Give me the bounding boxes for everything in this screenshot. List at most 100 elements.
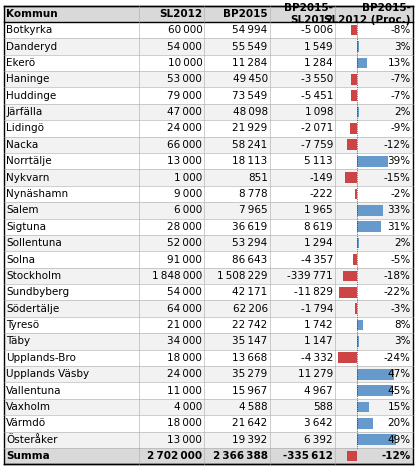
Text: Tyresö: Tyresö xyxy=(6,320,39,330)
Text: -339 771: -339 771 xyxy=(287,271,333,281)
Bar xyxy=(357,385,392,396)
Bar xyxy=(338,353,357,363)
Text: 33%: 33% xyxy=(388,205,411,215)
Text: 49%: 49% xyxy=(388,435,411,445)
Text: 13 000: 13 000 xyxy=(168,435,202,445)
Bar xyxy=(355,189,357,199)
Text: 3 642: 3 642 xyxy=(304,418,333,428)
Bar xyxy=(357,205,383,216)
Text: 58 241: 58 241 xyxy=(232,140,268,150)
Text: 36 619: 36 619 xyxy=(232,222,268,232)
Text: 24 000: 24 000 xyxy=(168,123,202,134)
Text: 47 000: 47 000 xyxy=(168,107,202,117)
Bar xyxy=(343,271,357,281)
Text: -5%: -5% xyxy=(390,255,411,265)
Text: 10 000: 10 000 xyxy=(168,58,202,68)
Text: -5 451: -5 451 xyxy=(301,91,333,101)
Bar xyxy=(4,268,413,284)
Text: 1 284: 1 284 xyxy=(304,58,333,68)
Text: 53 294: 53 294 xyxy=(232,238,268,248)
Text: -3%: -3% xyxy=(390,303,411,314)
Bar xyxy=(4,202,413,219)
Text: -15%: -15% xyxy=(384,173,411,182)
Bar xyxy=(357,336,359,347)
Text: 4 967: 4 967 xyxy=(304,386,333,395)
Text: 54 994: 54 994 xyxy=(232,25,268,35)
Text: 11 279: 11 279 xyxy=(298,369,333,379)
Bar xyxy=(347,451,357,461)
Text: -1 794: -1 794 xyxy=(301,303,333,314)
Bar xyxy=(4,366,413,382)
Text: BP2015: BP2015 xyxy=(223,9,268,19)
Bar xyxy=(4,448,413,464)
Text: Täby: Täby xyxy=(6,336,30,347)
Text: 62 206: 62 206 xyxy=(233,303,268,314)
Text: 11 284: 11 284 xyxy=(232,58,268,68)
Text: -22%: -22% xyxy=(384,287,411,297)
Text: Österåker: Österåker xyxy=(6,435,58,445)
Text: 1 147: 1 147 xyxy=(304,336,333,347)
Text: 2 366 388: 2 366 388 xyxy=(213,451,268,461)
Text: -11 829: -11 829 xyxy=(294,287,333,297)
Bar xyxy=(4,333,413,349)
Text: 6 392: 6 392 xyxy=(304,435,333,445)
Bar xyxy=(4,71,413,88)
Bar xyxy=(357,58,367,68)
Text: -8%: -8% xyxy=(390,25,411,35)
Bar xyxy=(352,74,357,84)
Text: Sigtuna: Sigtuna xyxy=(6,222,46,232)
Text: Danderyd: Danderyd xyxy=(6,42,58,52)
Bar xyxy=(4,6,413,22)
Bar xyxy=(4,136,413,153)
Text: 13%: 13% xyxy=(388,58,411,68)
Text: 2%: 2% xyxy=(394,107,411,117)
Bar xyxy=(354,303,357,314)
Bar xyxy=(4,38,413,55)
Text: 1 508 229: 1 508 229 xyxy=(217,271,268,281)
Text: 3%: 3% xyxy=(394,336,411,347)
Text: 21 000: 21 000 xyxy=(168,320,202,330)
Text: -3 550: -3 550 xyxy=(301,74,333,84)
Text: 6 000: 6 000 xyxy=(174,205,202,215)
Text: -4 332: -4 332 xyxy=(301,353,333,363)
Text: Upplands Väsby: Upplands Väsby xyxy=(6,369,89,379)
Text: Sollentuna: Sollentuna xyxy=(6,238,62,248)
Bar xyxy=(357,434,396,445)
Text: Järfälla: Järfälla xyxy=(6,107,43,117)
Text: Lidingö: Lidingö xyxy=(6,123,44,134)
Bar xyxy=(4,399,413,415)
Text: 55 549: 55 549 xyxy=(232,42,268,52)
Text: 851: 851 xyxy=(248,173,268,182)
Text: -12%: -12% xyxy=(384,140,411,150)
Text: 18 113: 18 113 xyxy=(232,156,268,166)
Text: 24 000: 24 000 xyxy=(168,369,202,379)
Text: 79 000: 79 000 xyxy=(168,91,202,101)
Text: Huddinge: Huddinge xyxy=(6,91,57,101)
Text: Botkyrka: Botkyrka xyxy=(6,25,53,35)
Text: 52 000: 52 000 xyxy=(168,238,202,248)
Text: 1 549: 1 549 xyxy=(304,42,333,52)
Text: 13 668: 13 668 xyxy=(232,353,268,363)
Text: 60 000: 60 000 xyxy=(168,25,202,35)
Text: -5 006: -5 006 xyxy=(301,25,333,35)
Text: 2 702 000: 2 702 000 xyxy=(147,451,202,461)
Text: 34 000: 34 000 xyxy=(168,336,202,347)
Text: Stockholm: Stockholm xyxy=(6,271,61,281)
Bar xyxy=(4,301,413,317)
Text: 588: 588 xyxy=(313,402,333,412)
Text: Kommun: Kommun xyxy=(6,9,58,19)
Text: -222: -222 xyxy=(309,189,333,199)
Text: 86 643: 86 643 xyxy=(232,255,268,265)
Text: 49 450: 49 450 xyxy=(233,74,268,84)
Bar xyxy=(351,25,357,36)
Text: SL2012: SL2012 xyxy=(159,9,202,19)
Text: 18 000: 18 000 xyxy=(168,418,202,428)
Text: 39%: 39% xyxy=(388,156,411,166)
Text: 64 000: 64 000 xyxy=(168,303,202,314)
Text: 22 742: 22 742 xyxy=(232,320,268,330)
Text: 48 098: 48 098 xyxy=(233,107,268,117)
Text: 45%: 45% xyxy=(388,386,411,395)
Text: 4 000: 4 000 xyxy=(174,402,202,412)
Text: Norrtälje: Norrtälje xyxy=(6,156,52,166)
Text: 4 588: 4 588 xyxy=(239,402,268,412)
